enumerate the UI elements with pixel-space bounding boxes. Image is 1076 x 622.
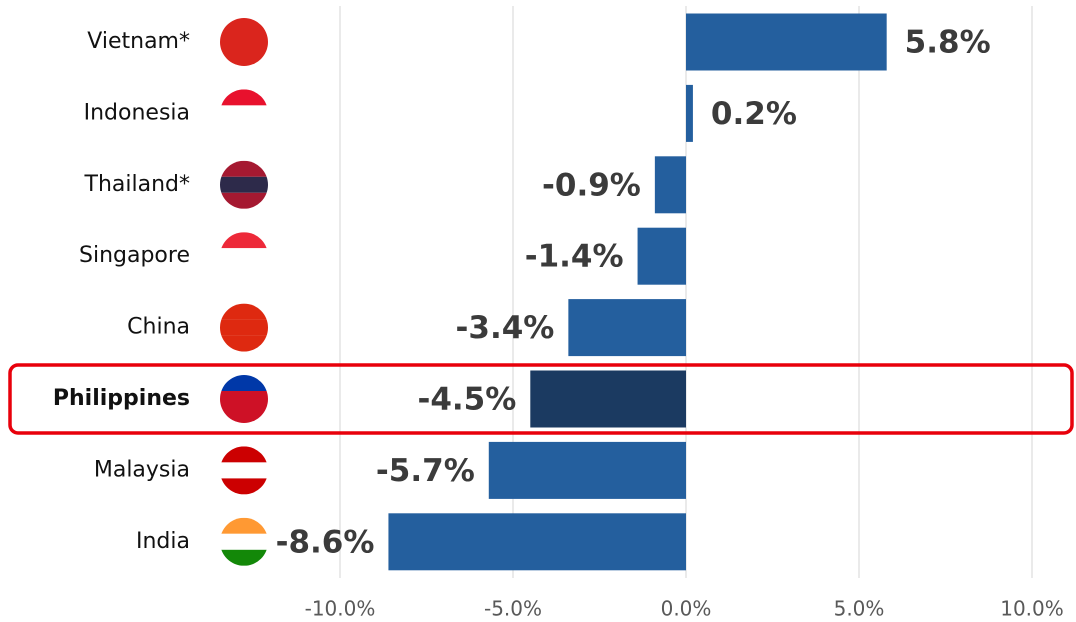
flag-band [220, 478, 268, 495]
data-label: -0.9% [542, 167, 641, 203]
flag-band [220, 549, 268, 566]
y-tick-label: Philippines [53, 386, 190, 411]
flag-band [220, 50, 268, 66]
y-tick-label: India [136, 529, 190, 554]
highlight-box [8, 363, 1074, 435]
flag-band [220, 34, 268, 50]
flag-band [220, 303, 268, 320]
flag-band [220, 533, 268, 550]
y-tick-label: Singapore [79, 243, 190, 268]
y-tick-label: China [127, 315, 190, 340]
flag-band [220, 446, 268, 463]
y-tick-label: Indonesia [84, 100, 190, 125]
flag-icon [220, 375, 268, 423]
data-label: -8.6% [276, 524, 375, 560]
x-tick-label: 5.0% [834, 597, 885, 621]
flag-icon [220, 232, 268, 281]
data-label: -3.4% [456, 310, 555, 346]
data-label: -4.5% [417, 382, 516, 418]
flag-band [220, 18, 268, 34]
flag-band [220, 176, 268, 193]
flag-band [220, 264, 268, 281]
flag-band [220, 335, 268, 352]
bar [530, 370, 686, 428]
bar [686, 13, 887, 71]
flag-icon [220, 303, 268, 352]
bar [388, 513, 686, 571]
flag-band [220, 462, 268, 479]
flag-band [220, 232, 268, 249]
y-tick-label: Malaysia [94, 457, 190, 482]
flag-band [220, 105, 268, 122]
flag-icon [220, 18, 268, 66]
bar [637, 227, 686, 285]
y-tick-label: Thailand* [84, 172, 190, 197]
flag-icon [220, 446, 268, 495]
flag-band [220, 89, 268, 106]
bar [488, 441, 686, 499]
flag-band [220, 517, 268, 534]
data-label: -1.4% [525, 239, 624, 275]
flag-band [220, 407, 268, 423]
flag-band [220, 121, 268, 138]
flag-band [220, 192, 268, 209]
bar [686, 84, 693, 142]
flag-band [220, 319, 268, 336]
x-tick-label: 10.0% [1000, 597, 1064, 621]
data-label: 5.8% [905, 25, 991, 61]
data-label: -5.7% [376, 453, 475, 489]
x-tick-label: 0.0% [661, 597, 712, 621]
flag-band [220, 391, 268, 407]
flag-band [220, 160, 268, 177]
flag-icon [220, 160, 268, 209]
bar [568, 299, 686, 357]
bar [654, 156, 686, 214]
flag-icon [220, 517, 268, 566]
data-label: 0.2% [711, 96, 797, 132]
x-tick-label: -5.0% [484, 597, 542, 621]
y-tick-label: Vietnam* [87, 29, 190, 54]
flag-icon [220, 89, 268, 138]
flag-band [220, 248, 268, 265]
flag-band [220, 375, 268, 391]
x-tick-label: -10.0% [305, 597, 376, 621]
